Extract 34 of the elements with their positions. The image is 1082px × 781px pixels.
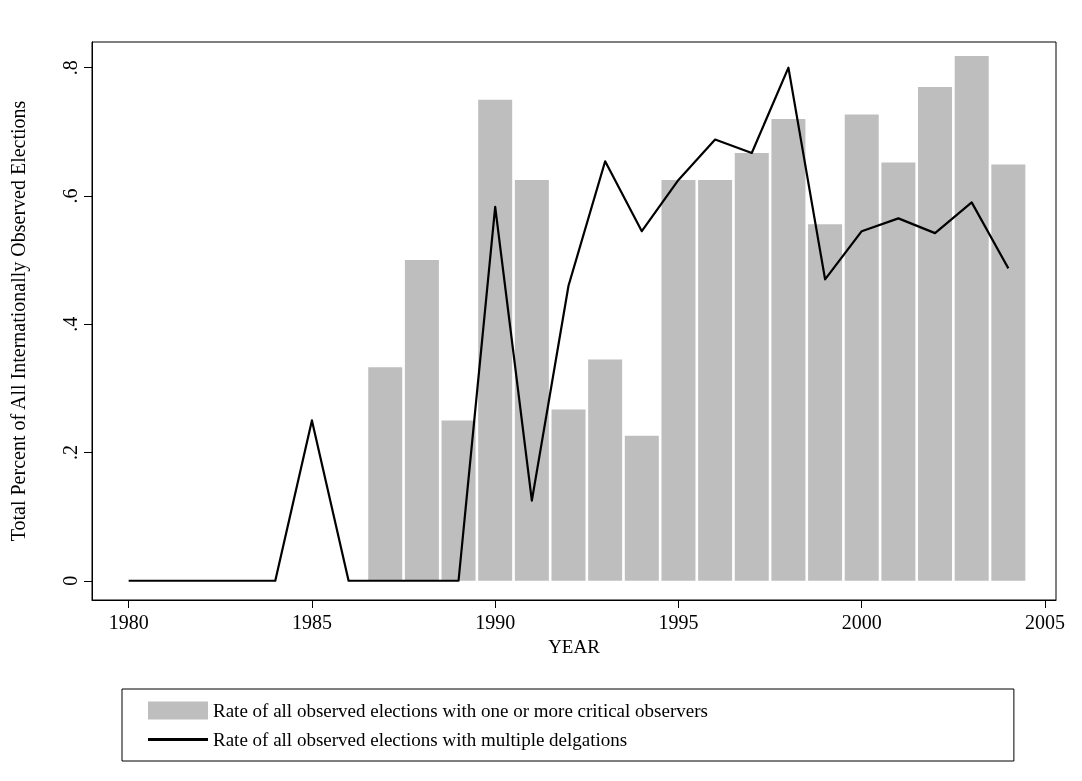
x-tick-label: 1980 — [108, 611, 149, 633]
x-axis-title: YEAR — [548, 635, 601, 657]
line-series — [127, 66, 1010, 582]
y-axis-title: Total Percent of All Internationally Observed Elections — [7, 100, 30, 542]
legend-label: Rate of all observed elections with one or more critical observers — [213, 700, 708, 721]
bar — [991, 164, 1026, 581]
bar — [771, 118, 806, 581]
y-tick-label: .4 — [59, 316, 81, 332]
y-tick-label: .2 — [59, 444, 81, 460]
bar — [551, 409, 586, 581]
bar — [368, 367, 403, 581]
y-tick-label: 0 — [59, 575, 81, 586]
x-tick-label: 2005 — [1025, 611, 1065, 633]
bar — [514, 179, 549, 581]
x-tick-label: 1985 — [291, 611, 332, 633]
bar — [918, 86, 953, 581]
bar — [844, 114, 879, 581]
bar — [954, 56, 989, 581]
bar — [734, 152, 769, 581]
bar — [624, 435, 659, 581]
bar — [588, 359, 623, 581]
bar — [441, 420, 476, 581]
x-tick-label: 1990 — [475, 611, 516, 633]
y-tick-label: .8 — [59, 60, 81, 76]
bar — [808, 224, 843, 581]
x-tick-label: 1995 — [658, 611, 699, 633]
bar — [478, 99, 513, 581]
legend-label: Rate of all observed elections with multiple delgations — [213, 729, 628, 750]
y-tick-label: .6 — [59, 188, 81, 204]
x-tick-label: 2000 — [841, 611, 882, 633]
bar — [881, 162, 916, 581]
bar — [661, 179, 696, 581]
bar — [404, 260, 439, 581]
bar — [698, 179, 733, 581]
